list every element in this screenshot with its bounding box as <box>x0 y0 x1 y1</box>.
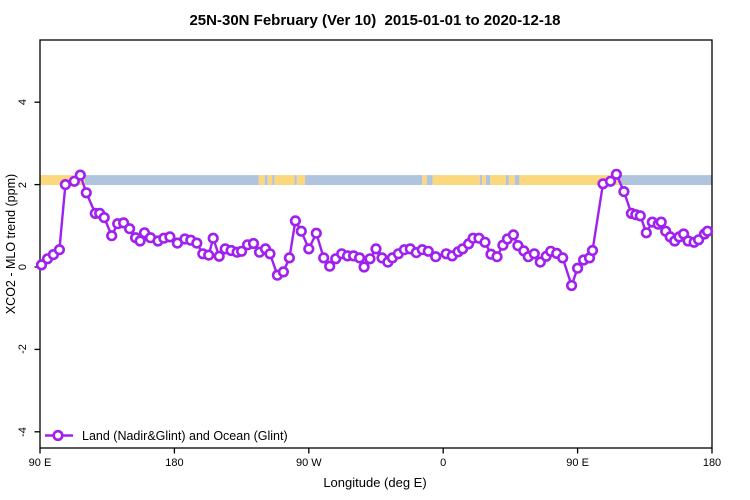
data-point-marker <box>303 243 315 255</box>
data-point-marker <box>310 227 322 239</box>
band-segment-ocean <box>294 175 297 185</box>
band-segment-ocean <box>272 175 275 185</box>
x-axis-title: Longitude (deg E) <box>323 475 427 490</box>
data-point-marker <box>557 252 569 264</box>
data-point-marker <box>364 253 376 265</box>
y-tick-label: 4 <box>17 99 29 106</box>
plot-frame <box>39 39 713 449</box>
data-point-marker <box>430 251 442 263</box>
data-point-marker <box>98 212 110 224</box>
data-point-marker <box>213 250 225 262</box>
data-point-marker <box>191 237 203 249</box>
data-point-marker <box>264 248 276 260</box>
data-point-marker <box>604 175 617 187</box>
band-segment-land <box>422 175 427 185</box>
band-segment-land <box>267 175 273 185</box>
chart-title: 25N-30N February (Ver 10) 2015-01-01 to … <box>189 12 561 29</box>
data-point-marker <box>53 244 66 256</box>
data-point-marker <box>277 266 290 278</box>
data-point-marker <box>507 229 520 241</box>
legend-label: Land (Nadir&Glint) and Ocean (Glint) <box>82 428 288 443</box>
y-tick-label: -4 <box>17 426 29 437</box>
data-point-marker <box>203 249 215 261</box>
data-point-marker <box>586 244 599 257</box>
data-point-marker <box>358 261 370 273</box>
band-segment-land <box>490 175 506 185</box>
legend: Land (Nadir&Glint) and Ocean (Glint) <box>44 428 288 443</box>
x-tick-label: 90 W <box>295 457 322 469</box>
y-tick-label: 2 <box>17 181 29 188</box>
data-point-marker <box>571 262 584 274</box>
data-point-marker <box>74 169 86 181</box>
data-point-marker <box>207 232 219 244</box>
data-point-marker <box>283 252 296 264</box>
band-segment-ocean <box>305 175 423 185</box>
data-point-marker <box>491 251 503 263</box>
data-point-marker <box>106 230 118 242</box>
data-point-marker <box>634 210 646 222</box>
data-point-marker <box>610 168 623 180</box>
data-point-marker <box>565 279 578 292</box>
x-tick-label: 90 E <box>28 457 52 469</box>
band-segment-land <box>482 175 486 185</box>
data-point-marker <box>247 237 260 250</box>
band-segment-ocean <box>84 175 259 185</box>
x-tick-label: 180 <box>702 457 722 469</box>
y-tick-label: 0 <box>17 263 29 271</box>
band-segment-ocean <box>485 175 491 185</box>
data-point-marker <box>164 231 176 243</box>
band-segment-land <box>296 175 306 185</box>
data-point-marker <box>324 260 336 272</box>
y-tick-label: -2 <box>17 344 29 355</box>
band-segment-ocean <box>505 175 509 185</box>
data-point-marker <box>134 235 146 247</box>
data-point-marker <box>479 236 491 248</box>
data-point-marker <box>640 227 652 239</box>
data-point-marker <box>528 248 540 260</box>
data-point-marker <box>295 225 307 237</box>
band-segment-ocean <box>514 175 520 185</box>
band-segment-land <box>258 175 265 185</box>
band-segment-ocean <box>479 175 482 185</box>
band-segment-ocean <box>619 175 713 185</box>
band-segment-land <box>432 175 480 185</box>
data-point-marker <box>80 187 92 199</box>
data-point-marker <box>354 252 366 264</box>
data-point-marker <box>236 245 248 257</box>
band-segment-land <box>508 175 515 185</box>
data-point-marker <box>370 243 382 255</box>
x-tick-label: 180 <box>165 457 184 469</box>
data-point-marker <box>318 252 330 264</box>
data-point-marker <box>701 225 714 237</box>
band-segment-land <box>519 175 620 185</box>
data-point-marker <box>124 223 136 235</box>
x-tick-label: 0 <box>440 457 447 469</box>
data-point-marker <box>655 216 667 228</box>
data-point-marker <box>59 179 72 191</box>
band-segment-land <box>274 175 295 185</box>
x-tick-label: 90 E <box>566 457 589 469</box>
data-point-marker <box>422 245 434 257</box>
data-point-marker <box>289 215 302 227</box>
data-point-marker <box>618 186 630 198</box>
band-segment-ocean <box>264 175 268 185</box>
band-segment-ocean <box>426 175 433 185</box>
legend-marker-icon <box>45 429 73 442</box>
